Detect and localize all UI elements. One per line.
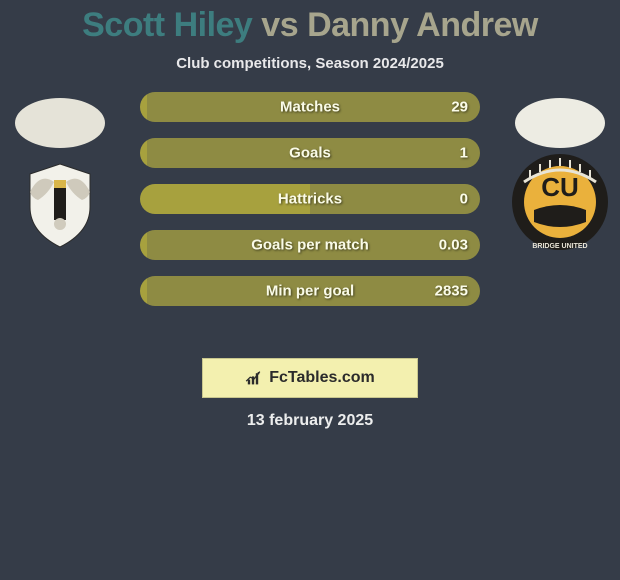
- brand-suffix: .com: [337, 369, 374, 386]
- stat-bar-left-seg: [140, 230, 147, 260]
- stat-bar-left-seg: [140, 138, 147, 168]
- date-text: 13 february 2025: [0, 412, 620, 430]
- brand-box[interactable]: FcTables.com: [202, 358, 418, 398]
- svg-text:CU: CU: [541, 172, 579, 202]
- stat-value-right: 2835: [435, 283, 468, 300]
- club-crest-icon: CU BRIDGE UNITED: [510, 152, 610, 252]
- player1-avatar: [15, 98, 105, 148]
- stat-bar: Min per goal 2835: [140, 276, 480, 306]
- stat-value-right: 1: [460, 145, 468, 162]
- comparison-card: Scott Hiley vs Danny Andrew Club competi…: [0, 0, 620, 580]
- page-title: Scott Hiley vs Danny Andrew: [0, 0, 620, 45]
- brand-name: FcTables: [269, 369, 337, 386]
- stats-bars: Matches 29 Goals 1 Hattricks 0 Goals per match…: [140, 92, 480, 322]
- stat-value-right: 29: [451, 99, 468, 116]
- player1-name: Scott Hiley: [82, 6, 252, 44]
- player2-name: Danny Andrew: [307, 6, 538, 44]
- subtitle: Club competitions, Season 2024/2025: [0, 55, 620, 72]
- stat-bar: Hattricks 0: [140, 184, 480, 214]
- stat-bar-left-seg: [140, 92, 147, 122]
- stat-label: Goals per match: [251, 237, 369, 254]
- content-area: CU BRIDGE UNITED Matches 29 Goals 1 Hattrick…: [0, 92, 620, 352]
- stat-value-right: 0.03: [439, 237, 468, 254]
- player1-club-badge: [10, 152, 110, 252]
- stat-label: Matches: [280, 99, 340, 116]
- stat-bar: Goals 1: [140, 138, 480, 168]
- stat-bar-left-seg: [140, 276, 147, 306]
- stat-bar: Matches 29: [140, 92, 480, 122]
- club-crest-icon: [10, 152, 110, 252]
- chart-icon: [245, 370, 265, 386]
- stat-label: Hattricks: [278, 191, 342, 208]
- stat-label: Goals: [289, 145, 331, 162]
- player2-avatar: [515, 98, 605, 148]
- stat-value-right: 0: [460, 191, 468, 208]
- stat-label: Min per goal: [266, 283, 354, 300]
- svg-text:BRIDGE UNITED: BRIDGE UNITED: [532, 243, 587, 250]
- stat-bar: Goals per match 0.03: [140, 230, 480, 260]
- vs-text: vs: [261, 6, 298, 44]
- brand-text: FcTables.com: [269, 369, 375, 387]
- player2-club-badge: CU BRIDGE UNITED: [510, 152, 610, 252]
